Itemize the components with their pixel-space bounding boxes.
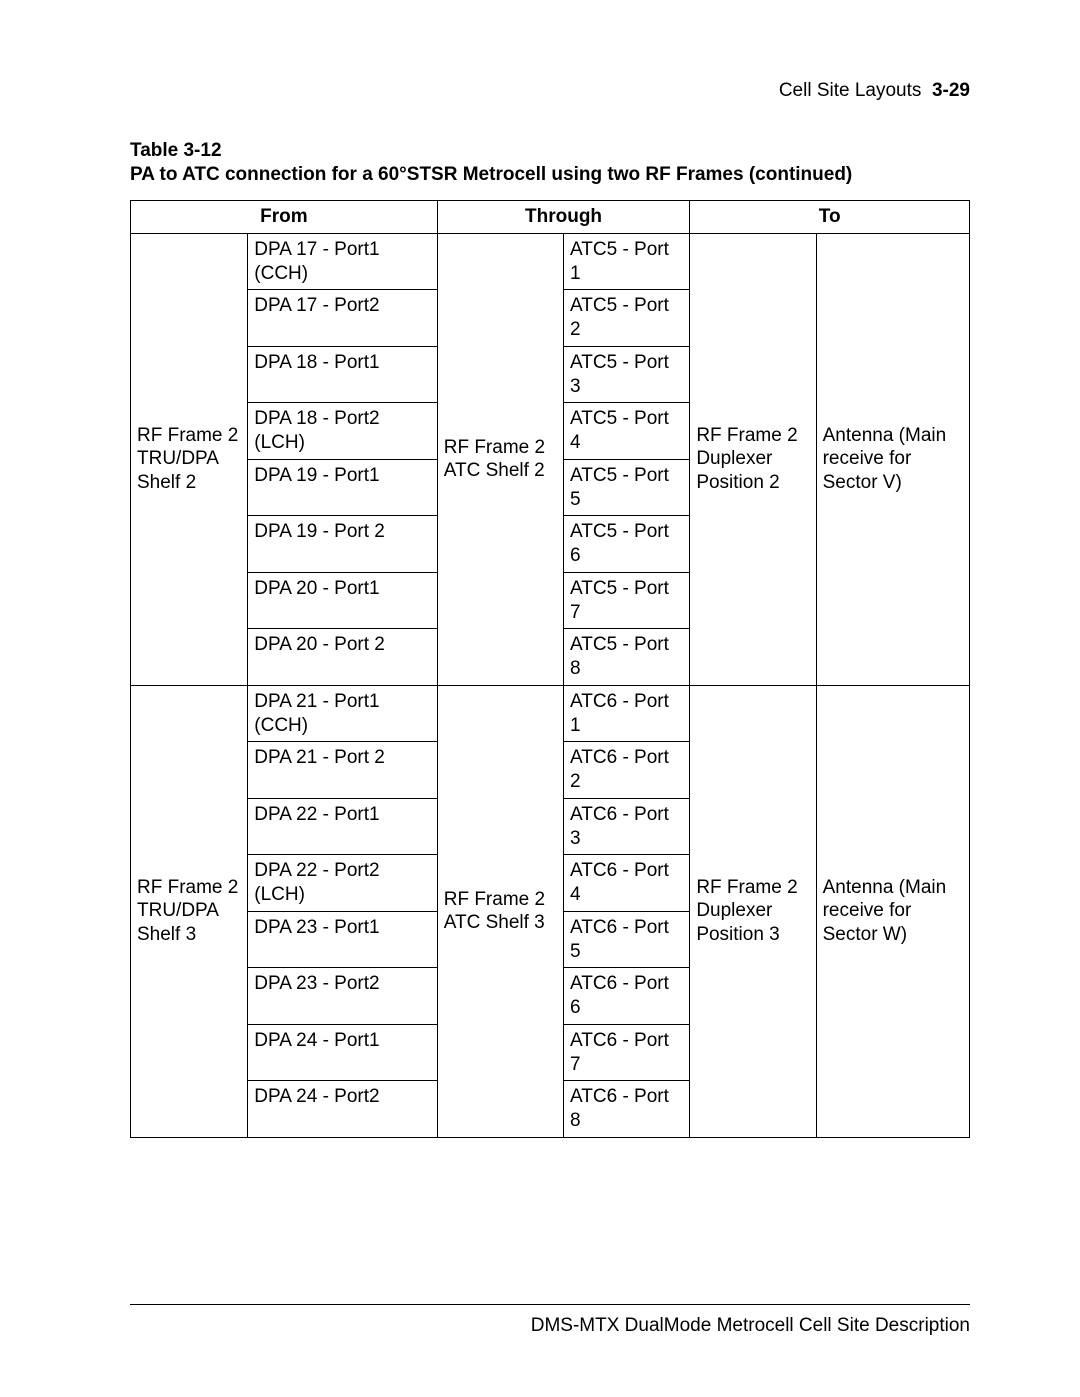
col-to: To xyxy=(690,201,970,234)
through-cell: ATC5 - Port 7 xyxy=(564,572,690,629)
through-cell: ATC6 - Port 1 xyxy=(564,685,690,742)
table-body: RF Frame 2 TRU/DPA Shelf 2DPA 17 - Port1… xyxy=(131,233,970,1137)
through-cell: ATC5 - Port 3 xyxy=(564,346,690,403)
table-row: RF Frame 2 TRU/DPA Shelf 3DPA 21 - Port1… xyxy=(131,685,970,742)
through-cell: ATC6 - Port 2 xyxy=(564,742,690,799)
from-group-cell: RF Frame 2 TRU/DPA Shelf 2 xyxy=(131,233,248,685)
through-group-cell: RF Frame 2 ATC Shelf 2 xyxy=(437,233,563,685)
from-cell: DPA 22 - Port1 xyxy=(248,798,437,855)
from-cell: DPA 24 - Port1 xyxy=(248,1024,437,1081)
from-cell: DPA 22 - Port2 (LCH) xyxy=(248,855,437,912)
to-group1-cell: RF Frame 2 Duplexer Position 3 xyxy=(690,685,816,1137)
from-cell: DPA 20 - Port1 xyxy=(248,572,437,629)
footer-text: DMS-MTX DualMode Metrocell Cell Site Des… xyxy=(130,1315,970,1337)
through-cell: ATC6 - Port 6 xyxy=(564,968,690,1025)
from-cell: DPA 21 - Port1 (CCH) xyxy=(248,685,437,742)
from-cell: DPA 20 - Port 2 xyxy=(248,629,437,686)
through-cell: ATC5 - Port 8 xyxy=(564,629,690,686)
through-cell: ATC5 - Port 2 xyxy=(564,290,690,347)
from-cell: DPA 19 - Port 2 xyxy=(248,516,437,573)
from-cell: DPA 21 - Port 2 xyxy=(248,742,437,799)
through-cell: ATC6 - Port 3 xyxy=(564,798,690,855)
through-cell: ATC5 - Port 1 xyxy=(564,233,690,290)
to-group1-cell: RF Frame 2 Duplexer Position 2 xyxy=(690,233,816,685)
from-cell: DPA 19 - Port1 xyxy=(248,459,437,516)
table-caption: PA to ATC connection for a 60°STSR Metro… xyxy=(130,164,970,186)
from-cell: DPA 23 - Port2 xyxy=(248,968,437,1025)
page: Cell Site Layouts 3-29 Table 3-12 PA to … xyxy=(0,0,1080,1397)
running-header: Cell Site Layouts 3-29 xyxy=(130,80,970,102)
table-label: Table 3-12 xyxy=(130,140,970,162)
col-from: From xyxy=(131,201,438,234)
through-cell: ATC6 - Port 5 xyxy=(564,911,690,968)
to-group2-cell: Antenna (Main receive for Sector W) xyxy=(816,685,969,1137)
from-cell: DPA 18 - Port2 (LCH) xyxy=(248,403,437,460)
through-cell: ATC5 - Port 4 xyxy=(564,403,690,460)
through-cell: ATC5 - Port 5 xyxy=(564,459,690,516)
from-cell: DPA 17 - Port2 xyxy=(248,290,437,347)
from-cell: DPA 24 - Port2 xyxy=(248,1081,437,1138)
footer-rule xyxy=(130,1304,970,1305)
connection-table: From Through To RF Frame 2 TRU/DPA Shelf… xyxy=(130,200,970,1138)
through-cell: ATC6 - Port 8 xyxy=(564,1081,690,1138)
table-row: RF Frame 2 TRU/DPA Shelf 2DPA 17 - Port1… xyxy=(131,233,970,290)
table-header-row: From Through To xyxy=(131,201,970,234)
from-cell: DPA 18 - Port1 xyxy=(248,346,437,403)
page-number: 3-29 xyxy=(932,80,970,101)
through-cell: ATC5 - Port 6 xyxy=(564,516,690,573)
through-group-cell: RF Frame 2 ATC Shelf 3 xyxy=(437,685,563,1137)
from-group-cell: RF Frame 2 TRU/DPA Shelf 3 xyxy=(131,685,248,1137)
to-group2-cell: Antenna (Main receive for Sector V) xyxy=(816,233,969,685)
section-title: Cell Site Layouts xyxy=(779,80,922,101)
col-through: Through xyxy=(437,201,690,234)
from-cell: DPA 23 - Port1 xyxy=(248,911,437,968)
through-cell: ATC6 - Port 7 xyxy=(564,1024,690,1081)
through-cell: ATC6 - Port 4 xyxy=(564,855,690,912)
from-cell: DPA 17 - Port1 (CCH) xyxy=(248,233,437,290)
page-footer: DMS-MTX DualMode Metrocell Cell Site Des… xyxy=(130,1304,970,1337)
